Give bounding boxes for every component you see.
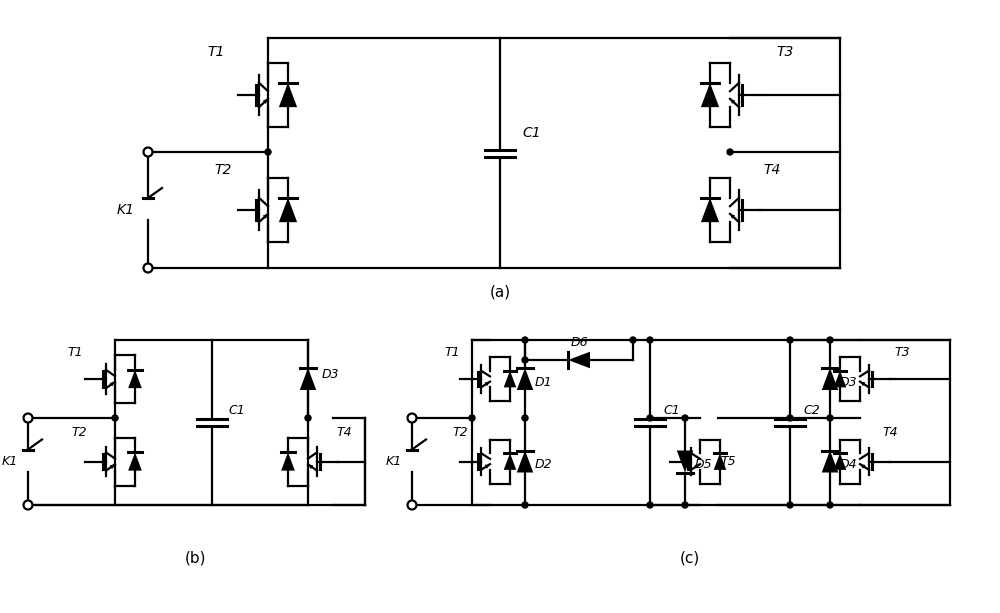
Circle shape — [630, 337, 636, 343]
Text: T4: T4 — [763, 163, 781, 177]
Text: T1: T1 — [67, 346, 83, 359]
Text: T1: T1 — [444, 346, 460, 359]
Text: (b): (b) — [184, 550, 206, 566]
Circle shape — [144, 264, 152, 273]
Polygon shape — [695, 464, 700, 469]
Text: T5: T5 — [720, 455, 736, 468]
Circle shape — [787, 337, 793, 343]
Circle shape — [787, 415, 793, 421]
Polygon shape — [504, 453, 516, 470]
Polygon shape — [128, 452, 142, 471]
Polygon shape — [860, 382, 865, 386]
Polygon shape — [822, 451, 838, 473]
Polygon shape — [568, 352, 590, 368]
Text: D5: D5 — [694, 458, 712, 471]
Text: C1: C1 — [664, 404, 680, 417]
Polygon shape — [110, 382, 115, 387]
Polygon shape — [279, 198, 297, 222]
Text: T3: T3 — [776, 45, 794, 59]
Text: (c): (c) — [680, 550, 700, 566]
Polygon shape — [110, 465, 115, 469]
Text: C1: C1 — [229, 404, 245, 417]
Text: C2: C2 — [804, 404, 820, 417]
Text: D1: D1 — [534, 376, 552, 389]
Polygon shape — [485, 382, 490, 386]
Polygon shape — [517, 368, 533, 390]
Polygon shape — [677, 451, 693, 473]
Circle shape — [408, 500, 416, 509]
Polygon shape — [834, 371, 846, 387]
Circle shape — [408, 414, 416, 422]
Text: T2: T2 — [71, 427, 87, 440]
Polygon shape — [730, 214, 735, 219]
Circle shape — [787, 502, 793, 508]
Polygon shape — [834, 453, 846, 470]
Polygon shape — [308, 465, 313, 469]
Circle shape — [727, 149, 733, 155]
Circle shape — [522, 357, 528, 363]
Polygon shape — [128, 370, 142, 388]
Text: C1: C1 — [523, 126, 541, 140]
Text: K1: K1 — [117, 203, 135, 217]
Circle shape — [827, 502, 833, 508]
Circle shape — [305, 415, 311, 421]
Circle shape — [647, 415, 653, 421]
Polygon shape — [300, 368, 316, 390]
Polygon shape — [485, 464, 490, 469]
Polygon shape — [701, 83, 719, 107]
Polygon shape — [517, 451, 533, 473]
Circle shape — [522, 415, 528, 421]
Circle shape — [682, 502, 688, 508]
Text: K1: K1 — [2, 455, 18, 468]
Text: (a): (a) — [489, 284, 511, 300]
Polygon shape — [263, 214, 268, 219]
Text: T1: T1 — [207, 45, 225, 59]
Polygon shape — [822, 368, 838, 390]
Polygon shape — [263, 99, 268, 104]
Circle shape — [682, 415, 688, 421]
Circle shape — [522, 337, 528, 343]
Circle shape — [827, 415, 833, 421]
Text: T2: T2 — [452, 425, 468, 438]
Circle shape — [24, 414, 32, 422]
Polygon shape — [279, 83, 297, 107]
Polygon shape — [714, 453, 726, 470]
Text: D3: D3 — [321, 368, 339, 381]
Circle shape — [24, 500, 32, 509]
Polygon shape — [701, 198, 719, 222]
Polygon shape — [860, 464, 865, 469]
Circle shape — [112, 415, 118, 421]
Text: T2: T2 — [214, 163, 232, 177]
Text: T4: T4 — [882, 425, 898, 438]
Text: D3: D3 — [839, 376, 857, 389]
Circle shape — [647, 502, 653, 508]
Text: D2: D2 — [534, 458, 552, 471]
Circle shape — [647, 337, 653, 343]
Text: T4: T4 — [336, 427, 352, 440]
Circle shape — [522, 502, 528, 508]
Polygon shape — [730, 99, 735, 104]
Circle shape — [469, 415, 475, 421]
Text: D4: D4 — [839, 458, 857, 471]
Polygon shape — [504, 371, 516, 387]
Text: T3: T3 — [894, 346, 910, 359]
Text: D6: D6 — [570, 335, 588, 349]
Circle shape — [827, 337, 833, 343]
Polygon shape — [281, 452, 295, 471]
Text: K1: K1 — [386, 455, 402, 468]
Circle shape — [144, 148, 152, 156]
Circle shape — [265, 149, 271, 155]
